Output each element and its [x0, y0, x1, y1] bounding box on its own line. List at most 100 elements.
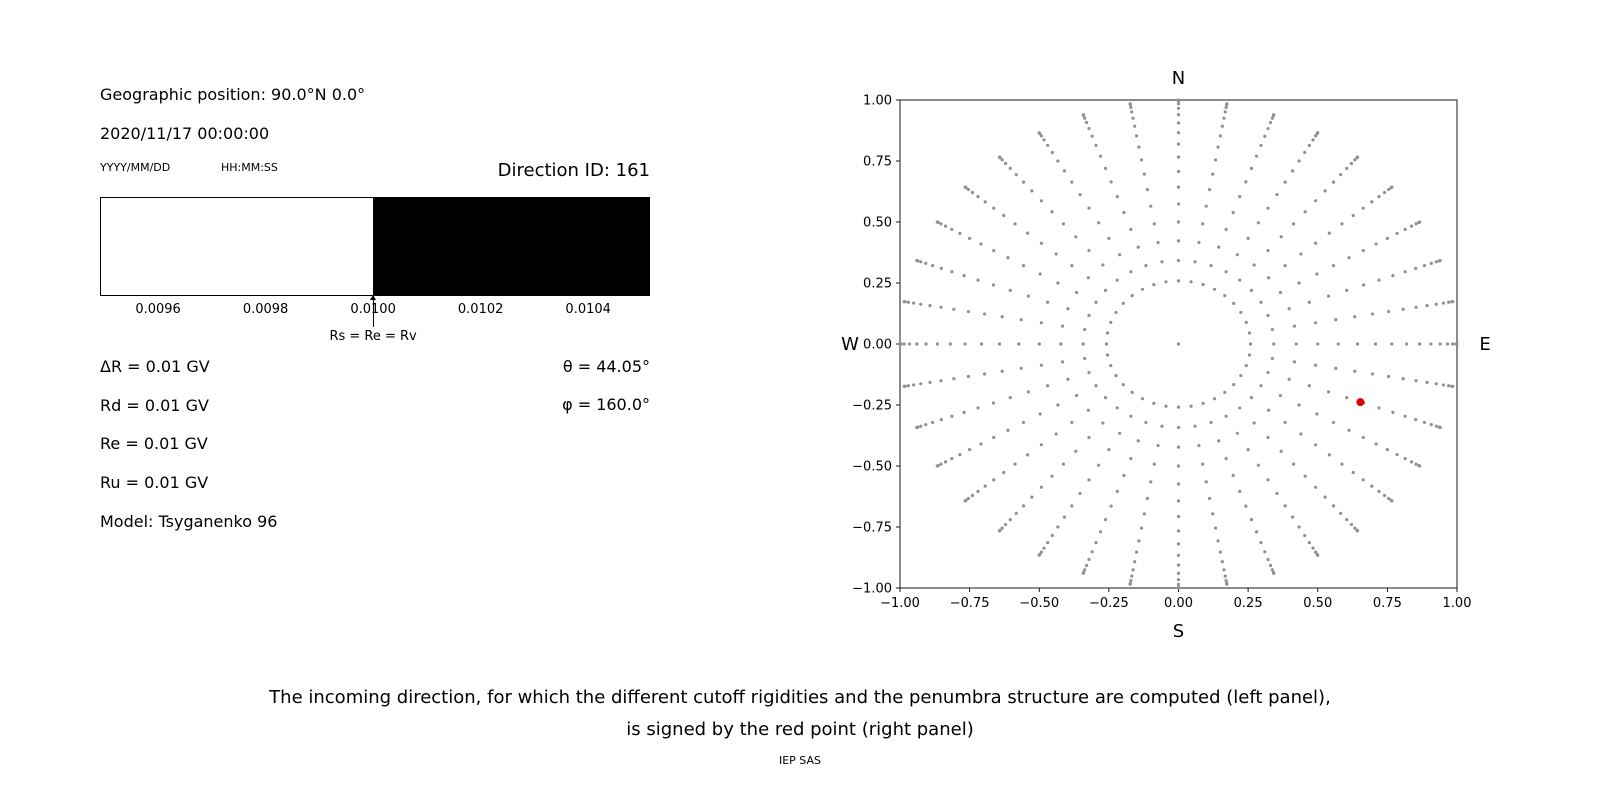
grid-dot — [1207, 496, 1212, 501]
grid-dot — [1152, 401, 1156, 405]
grid-dot — [1066, 377, 1070, 381]
grid-dot — [1176, 169, 1181, 174]
grid-dot — [1103, 518, 1108, 522]
grid-dot — [1201, 283, 1205, 287]
grid-dot — [1361, 435, 1365, 440]
grid-dot — [1297, 403, 1301, 407]
grid-dot — [1056, 403, 1060, 407]
grid-dot — [1094, 384, 1098, 388]
grid-dot — [1139, 158, 1144, 162]
grid-dot — [1224, 579, 1228, 583]
grid-dot — [1385, 236, 1389, 240]
grid-dot — [1207, 187, 1212, 192]
grid-dot — [1327, 390, 1331, 394]
grid-dot — [1176, 425, 1181, 430]
grid-dot — [1422, 263, 1427, 268]
x-tick-label: 0.75 — [1373, 596, 1402, 611]
grid-dot — [1037, 553, 1041, 557]
grid-dot — [1137, 539, 1141, 543]
grid-dot — [1283, 180, 1287, 184]
grid-dot — [1361, 248, 1365, 253]
grid-dot — [1050, 150, 1054, 155]
grid-dot — [1081, 571, 1085, 575]
grid-dot — [1222, 568, 1226, 572]
grid-dot — [1307, 540, 1311, 545]
grid-dot — [915, 425, 919, 430]
grid-dot — [1311, 546, 1315, 550]
param-rd: Rd = 0.01 GV — [100, 396, 209, 415]
grid-dot — [1275, 192, 1279, 197]
grid-dot — [1130, 390, 1134, 394]
grid-dot — [1331, 180, 1336, 184]
direction-label-south: S — [1173, 621, 1184, 642]
grid-dot — [1142, 512, 1146, 516]
grid-dot — [1279, 235, 1283, 239]
grid-dot — [979, 342, 984, 346]
grid-dot — [1299, 432, 1303, 436]
grid-dot — [1140, 397, 1145, 401]
grid-dot — [1244, 364, 1248, 368]
grid-dot — [1060, 324, 1065, 328]
grid-dot — [1438, 425, 1442, 430]
grid-dot — [992, 435, 996, 440]
grid-dot — [963, 185, 967, 189]
grid-dot — [1247, 353, 1252, 357]
grid-dot — [1074, 290, 1079, 295]
grid-dot — [928, 304, 932, 308]
grid-dot — [1094, 540, 1098, 545]
grid-dot — [1272, 113, 1276, 117]
grid-dot — [1353, 158, 1357, 162]
grid-dot — [1087, 313, 1091, 318]
grid-dot — [1377, 278, 1381, 282]
grid-dot — [1152, 462, 1156, 466]
grid-dot — [928, 380, 932, 384]
grid-dot — [1370, 372, 1375, 376]
grid-dot — [1278, 290, 1283, 295]
grid-dot — [1114, 373, 1118, 378]
grid-dot — [1283, 504, 1287, 508]
grid-dot — [1247, 331, 1252, 335]
grid-dot — [1070, 180, 1074, 184]
grid-dot — [1418, 220, 1422, 224]
grid-dot — [979, 242, 983, 246]
penumbra-tick-label: 0.0102 — [457, 302, 504, 317]
grid-dot — [1097, 463, 1101, 467]
grid-dot — [1266, 248, 1270, 253]
grid-dot — [1292, 324, 1297, 328]
grid-dot — [1081, 113, 1085, 117]
grid-dot — [1129, 457, 1133, 461]
grid-dot — [1231, 210, 1235, 215]
grid-dot — [1429, 423, 1433, 427]
grid-dot — [1316, 553, 1320, 557]
grid-dot — [1238, 406, 1242, 410]
penumbra-marker-label: Rs = Re = Rv — [329, 329, 417, 344]
grid-dot — [1019, 318, 1023, 322]
grid-dot — [1201, 462, 1205, 466]
grid-dot — [1272, 571, 1276, 575]
grid-dot — [1270, 356, 1274, 361]
grid-dot — [939, 222, 943, 226]
grid-dot — [1021, 420, 1026, 425]
grid-dot — [1002, 470, 1006, 475]
grid-dot — [1201, 401, 1205, 405]
grid-dot — [1451, 300, 1455, 304]
grid-dot — [1131, 568, 1135, 572]
grid-dot — [1059, 342, 1063, 346]
grid-dot — [943, 224, 948, 228]
grid-dot — [1438, 258, 1442, 263]
grid-dot — [1122, 210, 1126, 215]
grid-dot — [1314, 363, 1318, 367]
caption-line2: is signed by the red point (right panel) — [626, 719, 974, 740]
grid-dot — [1046, 143, 1050, 148]
grid-dot — [1370, 484, 1374, 488]
direction-label-east: E — [1479, 334, 1490, 355]
grid-dot — [1387, 187, 1391, 192]
grid-dot — [1314, 241, 1318, 245]
grid-dot — [1220, 560, 1224, 564]
grid-dot — [1391, 274, 1395, 278]
grid-dot — [1026, 390, 1030, 394]
grid-dot — [1217, 439, 1221, 443]
grid-dot — [1307, 143, 1311, 148]
grid-dot — [1039, 321, 1043, 325]
